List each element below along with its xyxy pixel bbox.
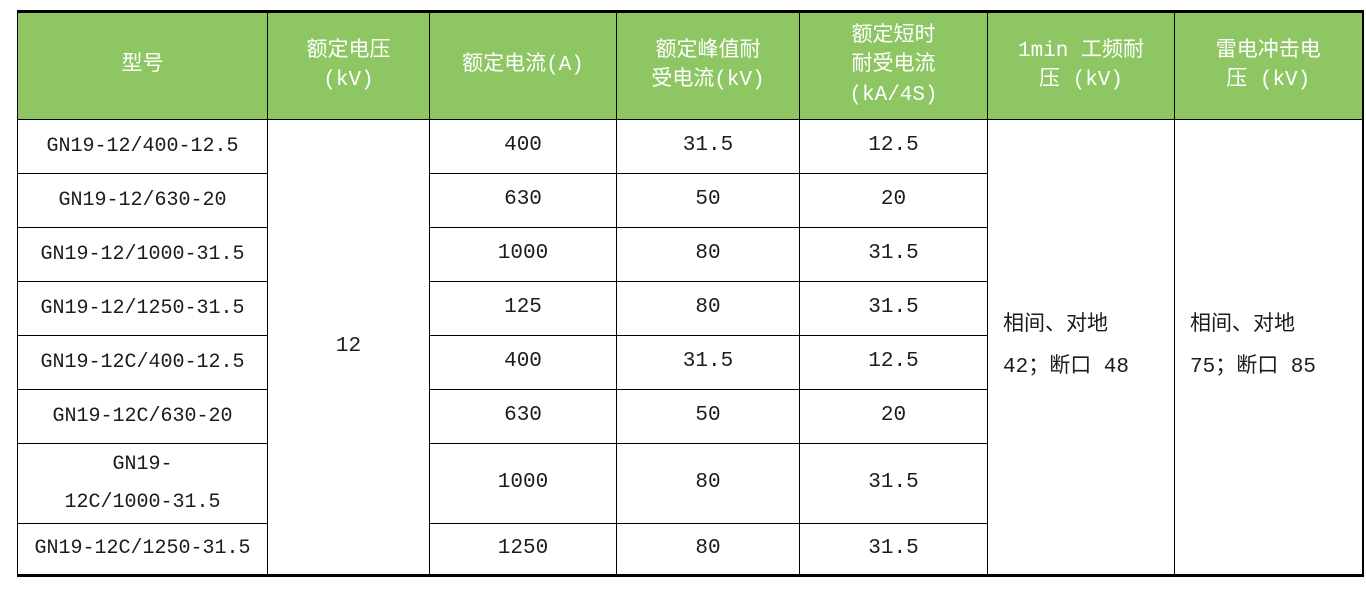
table-row: GN19-12/630-20 630 50 20 <box>17 173 1363 228</box>
cell-rated-current: 1000 <box>429 443 617 524</box>
header-lightning-impulse-voltage: 雷电冲击电 压 (kV) <box>1174 11 1363 120</box>
table-row: GN19-12C/630-20 630 50 20 <box>17 389 1363 444</box>
cell-short-time-withstand: 12.5 <box>799 119 988 174</box>
table-row: GN19- 12C/1000-31.5 1000 80 31.5 <box>17 443 1363 524</box>
cell-peak-withstand: 80 <box>616 281 800 336</box>
cell-peak-withstand: 50 <box>616 389 800 444</box>
cell-rated-current: 1250 <box>429 523 617 576</box>
cell-model: GN19-12/400-12.5 <box>17 119 268 174</box>
cell-model: GN19-12C/400-12.5 <box>17 335 268 390</box>
cell-peak-withstand: 50 <box>616 173 800 228</box>
header-rated-voltage: 额定电压 (kV) <box>267 11 430 120</box>
cell-rated-current: 125 <box>429 281 617 336</box>
header-peak-withstand-current: 额定峰值耐 受电流(kV) <box>616 11 800 120</box>
cell-rated-current: 400 <box>429 119 617 174</box>
cell-peak-withstand: 80 <box>616 227 800 282</box>
cell-peak-withstand: 31.5 <box>616 335 800 390</box>
cell-short-time-withstand: 20 <box>799 389 988 444</box>
cell-short-time-withstand: 20 <box>799 173 988 228</box>
cell-peak-withstand: 80 <box>616 523 800 576</box>
cell-rated-current: 630 <box>429 389 617 444</box>
cell-peak-withstand: 31.5 <box>616 119 800 174</box>
cell-model: GN19-12/630-20 <box>17 173 268 228</box>
cell-peak-withstand: 80 <box>616 443 800 524</box>
cell-rated-voltage-merged: 12 <box>267 119 430 576</box>
cell-model: GN19-12C/630-20 <box>17 389 268 444</box>
cell-short-time-withstand: 31.5 <box>799 227 988 282</box>
header-row: 型号 额定电压 (kV) 额定电流(A) 额定峰值耐 受电流(kV) 额定短时 … <box>17 11 1363 120</box>
cell-power-frequency-merged: 相间、对地 42；断口 48 <box>987 119 1175 576</box>
cell-model: GN19- 12C/1000-31.5 <box>17 443 268 524</box>
cell-model: GN19-12/1250-31.5 <box>17 281 268 336</box>
cell-short-time-withstand: 12.5 <box>799 335 988 390</box>
table-row: GN19-12C/1250-31.5 1250 80 31.5 <box>17 523 1363 576</box>
header-short-time-withstand-current: 额定短时 耐受电流 (kA/4S) <box>799 11 988 120</box>
cell-rated-current: 400 <box>429 335 617 390</box>
table-row: GN19-12/1250-31.5 125 80 31.5 <box>17 281 1363 336</box>
cell-short-time-withstand: 31.5 <box>799 281 988 336</box>
table-row: GN19-12/1000-31.5 1000 80 31.5 <box>17 227 1363 282</box>
cell-model: GN19-12/1000-31.5 <box>17 227 268 282</box>
cell-rated-current: 630 <box>429 173 617 228</box>
header-power-frequency-withstand: 1min 工频耐 压 (kV) <box>987 11 1175 120</box>
cell-short-time-withstand: 31.5 <box>799 523 988 576</box>
cell-short-time-withstand: 31.5 <box>799 443 988 524</box>
table-row: GN19-12/400-12.5 12 400 31.5 12.5 相间、对地 … <box>17 119 1363 576</box>
header-model: 型号 <box>17 11 268 120</box>
cell-rated-current: 1000 <box>429 227 617 282</box>
table-row: GN19-12C/400-12.5 400 31.5 12.5 <box>17 335 1363 390</box>
cell-model: GN19-12C/1250-31.5 <box>17 523 268 576</box>
header-rated-current: 额定电流(A) <box>429 11 617 120</box>
cell-lightning-impulse-merged: 相间、对地 75；断口 85 <box>1174 119 1363 576</box>
spec-table: 型号 额定电压 (kV) 额定电流(A) 额定峰值耐 受电流(kV) 额定短时 … <box>17 10 1364 577</box>
